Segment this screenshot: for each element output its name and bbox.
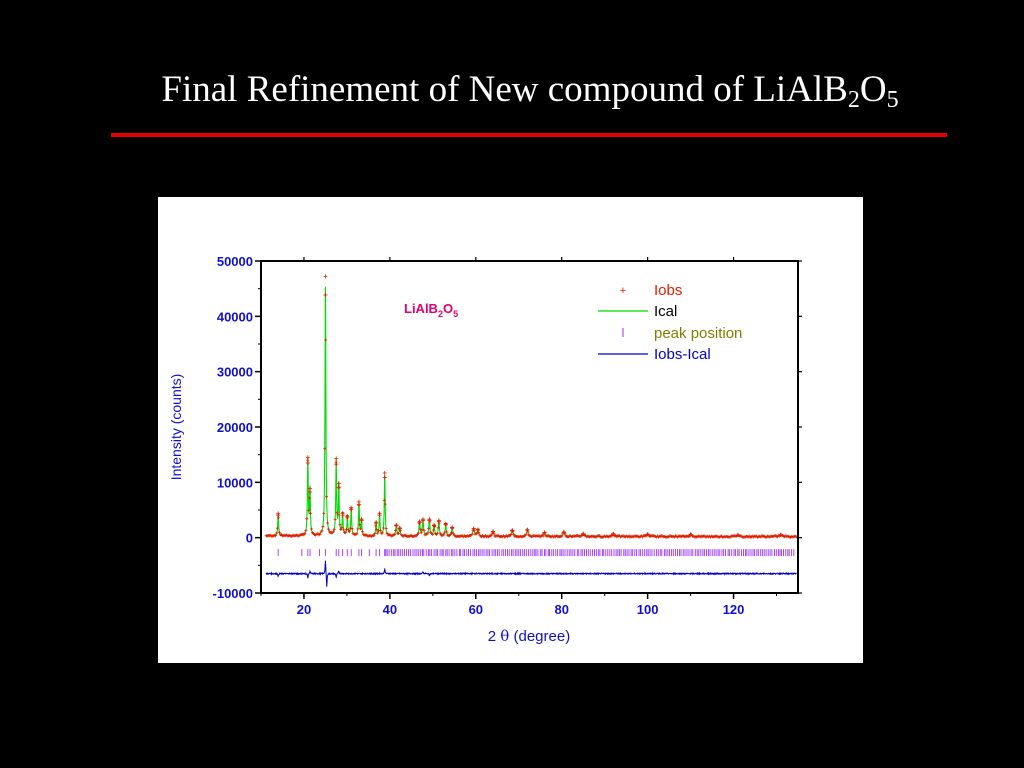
compound-label-o: O [443,301,453,316]
series-difference-line [265,560,797,587]
legend-iobs-label: Iobs [654,282,682,299]
y-tick-label: 0 [246,531,253,546]
theta-symbol: θ [500,627,509,645]
title-subscript-2: 2 [847,87,860,113]
plot-frame [260,260,799,594]
plot-area [264,274,798,587]
x-tick-label: 40 [383,602,397,617]
x-tick-label: 120 [723,602,745,617]
slide-title: Final Refinement of New compound of LiAl… [0,68,1024,113]
y-tick-label: 20000 [217,420,253,435]
series-iobs-markers [264,274,798,539]
x-axis-label-suffix: (degree) [509,628,570,645]
legend-iobs-symbol: + [620,285,626,297]
y-tick-label: 40000 [217,309,253,324]
legend-peak-position-label: peak position [654,325,742,342]
x-tick-label: 60 [469,602,483,617]
x-axis-label-prefix: 2 [488,628,501,645]
x-tick-label: 80 [554,602,568,617]
y-tick-label: -10000 [213,586,253,601]
series-peak-positions [277,549,795,557]
compound-label-sub-2: 2 [438,309,443,319]
compound-label-sub-5: 5 [453,309,458,319]
title-subscript-5: 5 [886,87,899,113]
y-tick-label: 10000 [217,475,253,490]
axes: 20 40 60 80 100 120 -10000 0 10000 20000 30000 4000… [213,254,802,617]
x-tick-label: 20 [297,602,311,617]
legend-ical-label: Ical [654,303,677,320]
compound-label: LiAlB2O5 [404,301,458,319]
y-tick-label: 30000 [217,365,253,380]
x-tick-label: 100 [637,602,659,617]
y-tick-label: 50000 [217,254,253,269]
legend-diff-label: Iobs-Ical [654,346,711,363]
xrd-refinement-chart: 20 40 60 80 100 120 -10000 0 10000 20000 30000 4000… [168,254,802,645]
x-axis-label: 2 θ (degree) [488,627,570,645]
title-text-o: O [859,69,887,110]
y-axis-label: Intensity (counts) [168,374,184,481]
compound-label-main: LiAlB [404,301,438,316]
legend: + Iobs Ical peak position Iobs-Ical [598,282,742,363]
title-text: Final Refinement of New compound of LiAl… [161,69,848,110]
title-underline-rule [111,133,947,137]
figure-panel: 20 40 60 80 100 120 -10000 0 10000 20000 30000 4000… [158,197,863,663]
